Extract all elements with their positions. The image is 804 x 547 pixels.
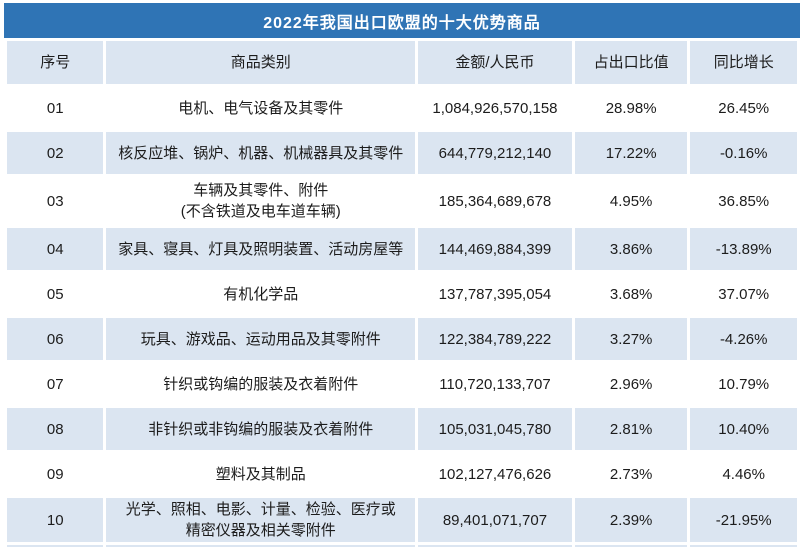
cell-yoy: -13.89% <box>690 228 797 270</box>
table-row: 06 玩具、游戏品、运动用品及其零附件 122,384,789,222 3.27… <box>7 318 797 360</box>
cell-yoy: 26.45% <box>690 87 797 129</box>
cell-category: 塑料及其制品 <box>106 453 416 495</box>
cell-share: 2.81% <box>574 408 688 450</box>
column-header-amount: 金额/人民币 <box>418 41 572 84</box>
cell-no: 01 <box>7 87 104 129</box>
cell-amount: 644,779,212,140 <box>418 132 572 174</box>
table-row: 03 车辆及其零件、附件 (不含铁道及电车道车辆) 185,364,689,67… <box>7 177 797 225</box>
cell-category: 非针织或非钩编的服装及衣着附件 <box>106 408 416 450</box>
cell-no: 09 <box>7 453 104 495</box>
cell-share: 2.39% <box>574 498 688 542</box>
cell-share: 2.73% <box>574 453 688 495</box>
cell-yoy: -21.95% <box>690 498 797 542</box>
cell-category: 光学、照相、电影、计量、检验、医疗或 精密仪器及相关零附件 <box>106 498 416 542</box>
cell-share: 3.68% <box>574 273 688 315</box>
column-header-yoy: 同比增长 <box>690 41 797 84</box>
cell-no: 10 <box>7 498 104 542</box>
cell-amount: 102,127,476,626 <box>418 453 572 495</box>
table-row: 01 电机、电气设备及其零件 1,084,926,570,158 28.98% … <box>7 87 797 129</box>
cell-yoy: 37.07% <box>690 273 797 315</box>
cell-no: 07 <box>7 363 104 405</box>
table-title: 2022年我国出口欧盟的十大优势商品 <box>263 14 541 32</box>
table-row: 07 针织或钩编的服装及衣着附件 110,720,133,707 2.96% 1… <box>7 363 797 405</box>
cell-amount: 1,084,926,570,158 <box>418 87 572 129</box>
cell-amount: 105,031,045,780 <box>418 408 572 450</box>
cell-amount: 185,364,689,678 <box>418 177 572 225</box>
cell-category: 电机、电气设备及其零件 <box>106 87 416 129</box>
cell-amount: 89,401,071,707 <box>418 498 572 542</box>
column-header-category: 商品类别 <box>106 41 416 84</box>
header-row: 序号 商品类别 金额/人民币 占出口比值 同比增长 <box>7 41 797 84</box>
table-row: 09 塑料及其制品 102,127,476,626 2.73% 4.46% <box>7 453 797 495</box>
cell-no: 06 <box>7 318 104 360</box>
cutoff-row <box>7 545 797 547</box>
cell-category: 针织或钩编的服装及衣着附件 <box>106 363 416 405</box>
cell-category: 有机化学品 <box>106 273 416 315</box>
cell-share: 3.86% <box>574 228 688 270</box>
cell-yoy: 36.85% <box>690 177 797 225</box>
column-header-no: 序号 <box>7 41 104 84</box>
cell-no: 03 <box>7 177 104 225</box>
column-header-share: 占出口比值 <box>574 41 688 84</box>
cell-no: 02 <box>7 132 104 174</box>
cell-yoy: 10.79% <box>690 363 797 405</box>
table-title-bar: 2022年我国出口欧盟的十大优势商品 <box>4 3 800 38</box>
cell-amount: 122,384,789,222 <box>418 318 572 360</box>
cell-amount: 137,787,395,054 <box>418 273 572 315</box>
cell-no: 04 <box>7 228 104 270</box>
cell-share: 17.22% <box>574 132 688 174</box>
cell-category: 玩具、游戏品、运动用品及其零附件 <box>106 318 416 360</box>
cell-yoy: 10.40% <box>690 408 797 450</box>
cell-no: 05 <box>7 273 104 315</box>
cell-category: 核反应堆、锅炉、机器、机械器具及其零件 <box>106 132 416 174</box>
cell-share: 4.95% <box>574 177 688 225</box>
cell-share: 3.27% <box>574 318 688 360</box>
cell-share: 2.96% <box>574 363 688 405</box>
table-row: 04 家具、寝具、灯具及照明装置、活动房屋等 144,469,884,399 3… <box>7 228 797 270</box>
cell-category: 车辆及其零件、附件 (不含铁道及电车道车辆) <box>106 177 416 225</box>
cell-yoy: -4.26% <box>690 318 797 360</box>
table-row: 08 非针织或非钩编的服装及衣着附件 105,031,045,780 2.81%… <box>7 408 797 450</box>
cell-yoy: 4.46% <box>690 453 797 495</box>
cell-share: 28.98% <box>574 87 688 129</box>
cell-amount: 110,720,133,707 <box>418 363 572 405</box>
cell-amount: 144,469,884,399 <box>418 228 572 270</box>
cell-no: 08 <box>7 408 104 450</box>
cell-yoy: -0.16% <box>690 132 797 174</box>
export-products-table: 序号 商品类别 金额/人民币 占出口比值 同比增长 01 电机、电气设备及其零件… <box>4 38 800 547</box>
cell-category: 家具、寝具、灯具及照明装置、活动房屋等 <box>106 228 416 270</box>
table-row: 05 有机化学品 137,787,395,054 3.68% 37.07% <box>7 273 797 315</box>
table-row: 02 核反应堆、锅炉、机器、机械器具及其零件 644,779,212,140 1… <box>7 132 797 174</box>
table-row: 10 光学、照相、电影、计量、检验、医疗或 精密仪器及相关零附件 89,401,… <box>7 498 797 542</box>
